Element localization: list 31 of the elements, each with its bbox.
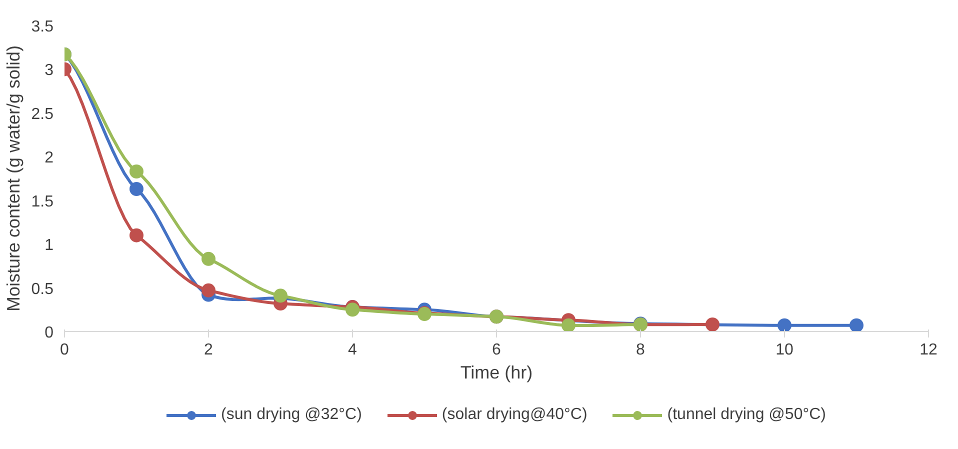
legend-label: (sun drying @32°C)	[221, 406, 362, 424]
y-tick-label: 1.5	[31, 193, 54, 210]
point	[850, 318, 864, 332]
point	[130, 164, 144, 178]
x-tick-label: 4	[348, 342, 358, 358]
point	[778, 318, 792, 332]
x-tick-label: 2	[204, 342, 214, 358]
point	[202, 283, 216, 298]
y-axis-title: Moisture content (g water/g solid)	[3, 45, 24, 312]
y-tick-label: 2	[44, 150, 54, 167]
x-tick-label: 6	[492, 342, 502, 358]
y-tick-label: 1	[44, 237, 54, 254]
point	[706, 318, 720, 332]
x-tick-label: 8	[636, 342, 646, 358]
point	[202, 252, 216, 266]
legend-label: (tunnel drying @50°C)	[667, 406, 826, 424]
point	[274, 288, 288, 303]
y-tick-label: 2.5	[31, 106, 54, 123]
y-tick-label: 0.5	[31, 280, 54, 298]
y-tick-label: 0	[44, 324, 54, 342]
point	[130, 182, 144, 196]
legend-label: (solar drying@40°C)	[442, 406, 588, 424]
x-tick-label: 10	[776, 342, 794, 358]
y-tick-label: 3	[44, 62, 54, 80]
x-tick-label: 12	[920, 342, 938, 358]
point	[562, 318, 576, 332]
point	[130, 228, 144, 242]
point	[346, 302, 360, 317]
x-axis-title: Time (hr)	[460, 362, 533, 382]
y-tick-label: 3.5	[31, 18, 54, 36]
x-tick-label: 0	[60, 342, 70, 358]
